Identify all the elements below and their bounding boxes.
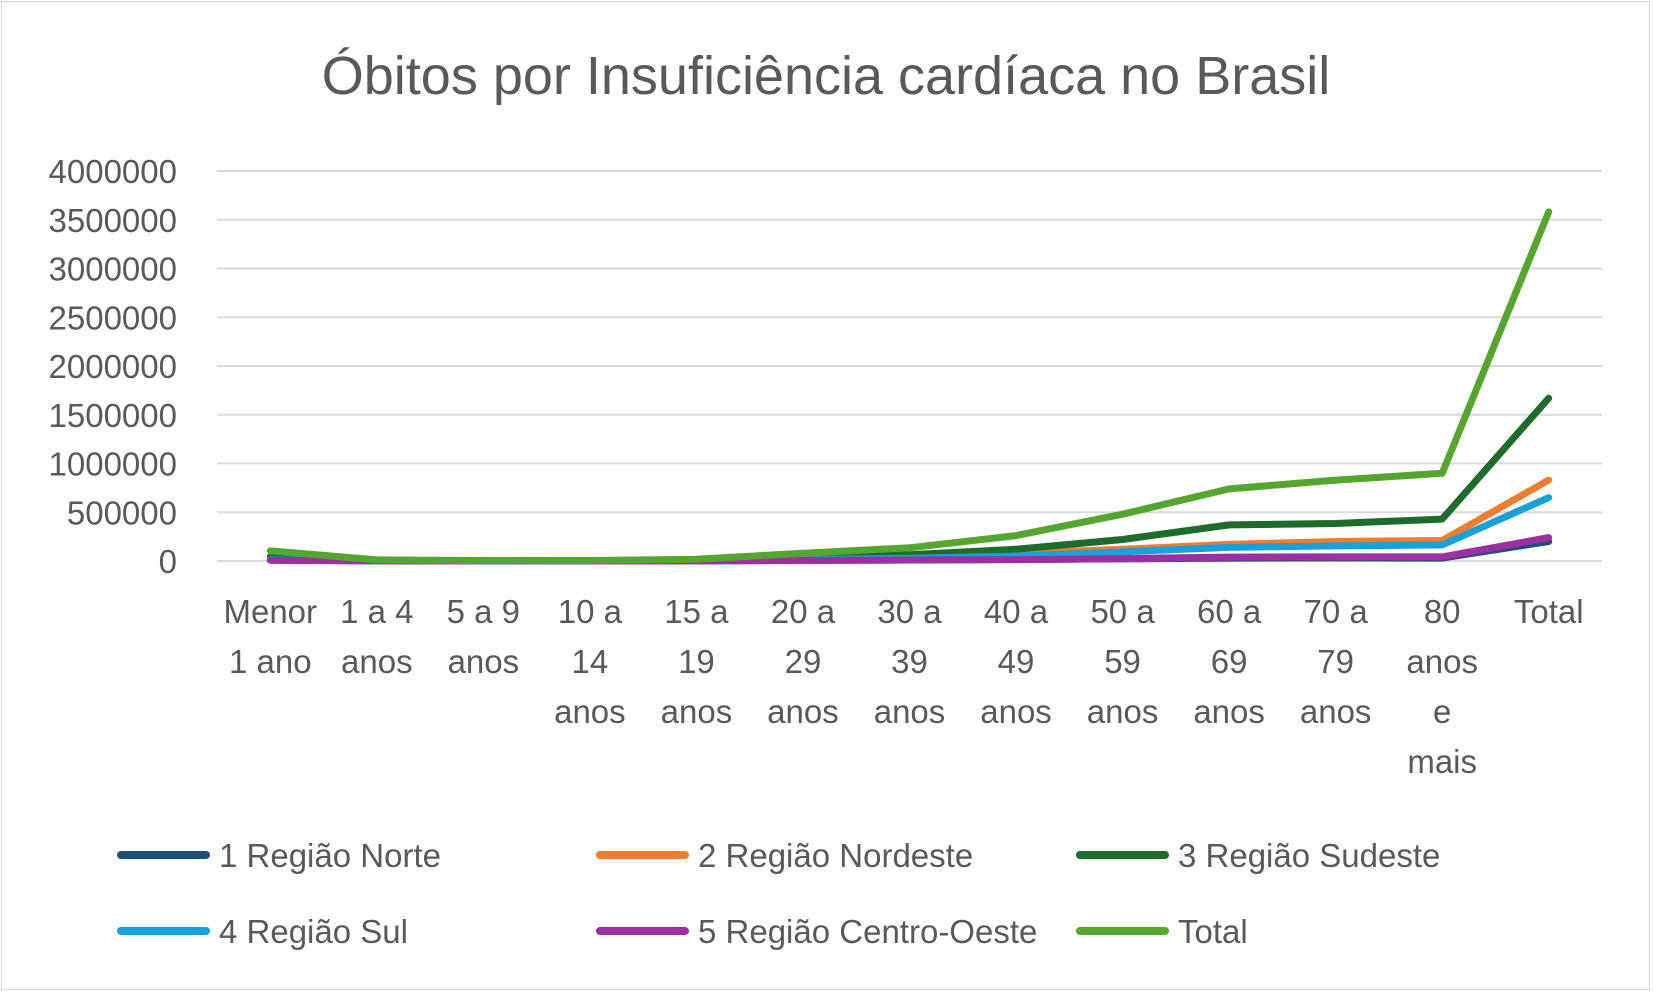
x-tick-label: 60 a 69 anos [1193, 593, 1265, 730]
chart-title: Óbitos por Insuficiência cardíaca no Bra… [322, 46, 1331, 106]
x-tick-label: 70 a 79 anos [1300, 593, 1372, 730]
y-tick-label: 1500000 [49, 397, 177, 434]
x-tick-label: 20 a 29 anos [767, 593, 839, 730]
y-tick-label: 2000000 [49, 348, 177, 385]
x-tick-label: 50 a 59 anos [1087, 593, 1159, 730]
x-tick-label: Total [1514, 593, 1584, 630]
series-lines [266, 208, 1553, 565]
x-tick-label: 15 a 19 anos [661, 593, 733, 730]
y-tick-label: 4000000 [49, 153, 177, 190]
y-tick-label: 1000000 [49, 446, 177, 483]
legend-label: 5 Região Centro-Oeste [698, 913, 1037, 950]
x-tick-label: Menor 1 ano [223, 593, 317, 680]
y-axis-ticks: 0 500000 1000000 1500000 2000000 2500000 30000… [49, 153, 177, 580]
x-tick-label: 1 a 4 anos [340, 593, 413, 680]
y-tick-label: 3000000 [49, 251, 177, 288]
x-axis-ticks: Menor 1 ano 1 a 4 anos 5 a 9 anos 10 a 14 anos 15… [223, 593, 1583, 780]
series-line [266, 208, 1553, 565]
legend-label: 2 Região Nordeste [698, 837, 973, 874]
gridlines [217, 170, 1602, 562]
legend: 1 Região Norte 2 Região Nordeste 3 Região … [117, 837, 1440, 950]
legend-label: 3 Região Sudeste [1178, 837, 1440, 874]
legend-label: 1 Região Norte [219, 837, 441, 874]
y-tick-label: 2500000 [49, 299, 177, 336]
legend-label: 4 Região Sul [219, 913, 408, 950]
x-tick-label: 80 anos e mais [1406, 593, 1478, 780]
y-tick-label: 0 [159, 543, 177, 580]
legend-label: Total [1178, 913, 1248, 950]
x-tick-label: 30 a 39 anos [874, 593, 946, 730]
y-tick-label: 3500000 [49, 202, 177, 239]
x-tick-label: 10 a 14 anos [554, 593, 626, 730]
y-tick-label: 500000 [67, 494, 177, 531]
x-tick-label: 5 a 9 anos [447, 593, 520, 680]
x-tick-label: 40 a 49 anos [980, 593, 1052, 730]
